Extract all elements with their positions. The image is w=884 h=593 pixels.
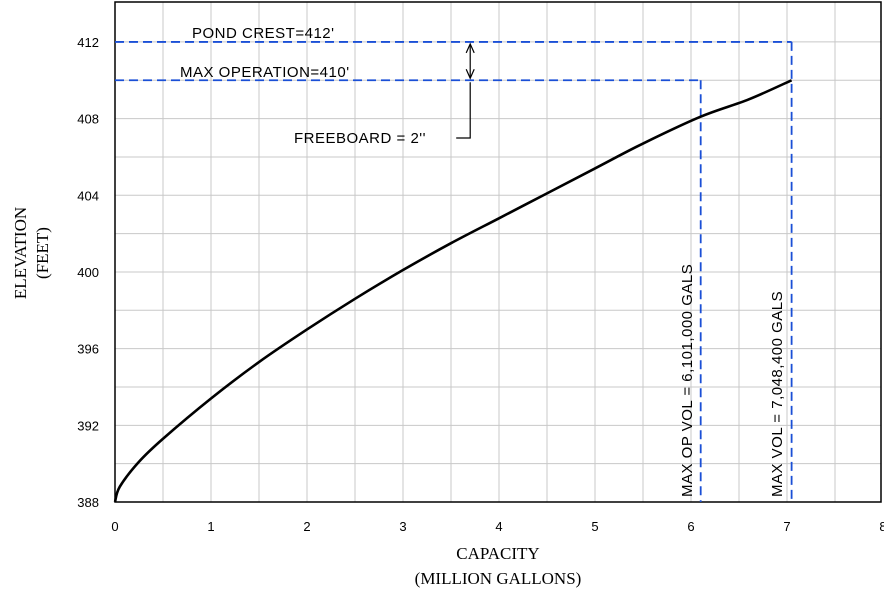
grid — [115, 2, 881, 502]
x-tick-label: 1 — [207, 519, 214, 534]
y-tick-label: 404 — [77, 188, 99, 203]
max-vol-label: MAX VOL = 7,048,400 GALS — [769, 291, 786, 497]
plot-frame — [114, 1, 882, 503]
x-tick-label: 3 — [399, 519, 406, 534]
y-tick-labels: 388 392 396 400 404 408 412 — [77, 35, 99, 510]
y-tick-label: 388 — [77, 495, 99, 510]
y-axis-subtitle: (FEET) — [33, 227, 52, 279]
freeboard-arrow-head-down — [465, 69, 475, 80]
x-tick-label: 5 — [591, 519, 598, 534]
x-tick-label: 4 — [495, 519, 502, 534]
x-axis-title: CAPACITY — [456, 544, 539, 563]
y-tick-label: 392 — [77, 418, 99, 433]
x-tick-label: 0 — [111, 519, 118, 534]
freeboard-leader-line — [456, 82, 471, 139]
x-tick-label: 6 — [687, 519, 694, 534]
x-tick-label: 7 — [783, 519, 790, 534]
max-op-vol-label: MAX OP VOL = 6,101,000 GALS — [679, 264, 696, 497]
y-tick-label: 396 — [77, 342, 99, 357]
y-axis-title: ELEVATION — [11, 207, 30, 299]
x-tick-label: 2 — [303, 519, 310, 534]
reference-lines — [115, 41, 793, 502]
x-tick-labels: 0 1 2 3 4 5 6 7 8 — [111, 519, 884, 534]
freeboard-marker — [456, 42, 475, 139]
pond-crest-label: POND CREST=412' — [192, 25, 335, 42]
y-tick-label: 412 — [77, 35, 99, 50]
max-operation-label: MAX OPERATION=410' — [180, 64, 350, 81]
capacity-curve — [113, 79, 793, 503]
freeboard-arrow-head-up — [465, 42, 475, 54]
y-tick-label: 408 — [77, 112, 99, 127]
y-tick-label: 400 — [77, 265, 99, 280]
freeboard-label: FREEBOARD = 2'' — [294, 130, 426, 147]
x-tick-label: 8 — [879, 519, 884, 534]
x-axis-subtitle: (MILLION GALLONS) — [415, 569, 582, 588]
